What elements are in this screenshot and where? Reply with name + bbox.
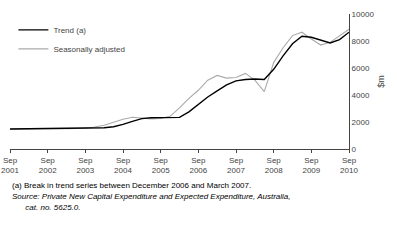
svg-text:Sep2008: Sep2008	[265, 156, 283, 175]
svg-text:Sep2006: Sep2006	[189, 156, 207, 175]
svg-text:4000: 4000	[352, 91, 370, 100]
svg-text:Sep2003: Sep2003	[76, 156, 94, 175]
svg-text:$m: $m	[376, 75, 386, 88]
svg-text:Sep2009: Sep2009	[302, 156, 320, 175]
svg-text:Trend (a): Trend (a)	[53, 26, 86, 35]
svg-text:Sep2010: Sep2010	[340, 156, 358, 175]
svg-text:6000: 6000	[352, 64, 370, 73]
svg-text:cat. no. 5625.0.: cat. no. 5625.0.	[12, 203, 81, 212]
svg-text:Sep2007: Sep2007	[227, 156, 245, 175]
svg-text:Seasonally adjusted: Seasonally adjusted	[53, 45, 125, 54]
svg-text:Sep2004: Sep2004	[114, 156, 132, 175]
svg-text:Sep2005: Sep2005	[152, 156, 170, 175]
svg-text:10000: 10000	[352, 10, 375, 19]
svg-text:Source: Private New Capital Ex: Source: Private New Capital Expenditure …	[12, 192, 291, 201]
svg-text:2000: 2000	[352, 118, 370, 127]
svg-text:(a) Break in trend series betw: (a) Break in trend series between Decemb…	[12, 181, 251, 190]
svg-text:0: 0	[352, 145, 357, 154]
svg-text:Sep2001: Sep2001	[1, 156, 19, 175]
svg-text:8000: 8000	[352, 37, 370, 46]
svg-text:Sep2002: Sep2002	[39, 156, 57, 175]
